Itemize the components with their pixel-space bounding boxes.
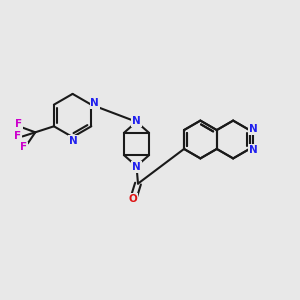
Text: N: N (249, 124, 257, 134)
Text: F: F (20, 142, 27, 152)
Text: F: F (14, 131, 21, 141)
Text: N: N (249, 145, 257, 155)
Text: N: N (132, 116, 141, 126)
Text: F: F (15, 119, 22, 129)
Text: N: N (69, 136, 78, 146)
Text: N: N (132, 162, 141, 172)
Text: O: O (129, 194, 138, 204)
Text: N: N (90, 98, 99, 109)
